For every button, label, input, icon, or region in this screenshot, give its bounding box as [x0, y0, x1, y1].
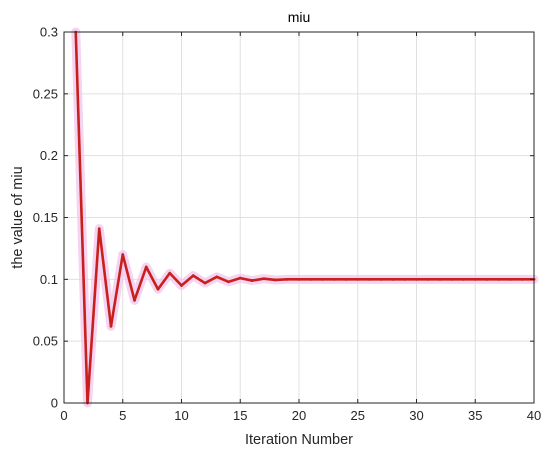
x-tick-label: 40 [527, 408, 541, 423]
series-segment [121, 253, 136, 302]
data-point [509, 278, 512, 281]
data-point [215, 275, 219, 279]
data-point [203, 281, 207, 285]
data-point [344, 278, 348, 281]
data-point [485, 278, 489, 281]
data-point [321, 278, 324, 281]
data-point [238, 276, 242, 280]
series-segment [86, 227, 101, 405]
data-point [450, 278, 454, 281]
x-tick-label: 0 [60, 408, 67, 423]
data-point [274, 278, 277, 282]
y-axis-label: the value of miu [10, 166, 26, 268]
data-point [285, 278, 289, 281]
series-segment [203, 275, 219, 285]
data-point [415, 278, 418, 281]
y-tick-label: 0.15 [33, 210, 58, 225]
series-segment [191, 274, 207, 285]
data-point [262, 277, 266, 281]
data-point [426, 278, 430, 281]
x-tick-label: 15 [233, 408, 247, 423]
y-tick-label: 0.3 [40, 25, 58, 40]
series-segment [274, 278, 289, 282]
data-point [250, 279, 254, 282]
data-point [227, 280, 230, 284]
series-segment [168, 271, 183, 287]
data-point [356, 278, 360, 281]
y-tick-label: 0.1 [40, 272, 58, 287]
x-axis-label: Iteration Number [245, 432, 353, 448]
y-tick-label: 0.25 [33, 86, 58, 101]
data-point [156, 287, 160, 291]
series-segment [227, 276, 242, 284]
data-point [109, 325, 113, 328]
data-point [379, 278, 383, 281]
series-segment [215, 275, 230, 284]
data-point [309, 278, 313, 281]
data-point [520, 278, 524, 281]
chart-title: miu [288, 9, 311, 25]
data-point [191, 274, 195, 277]
data-point [368, 278, 371, 281]
series-segment [180, 274, 195, 287]
series-segment [109, 253, 125, 328]
data-point [438, 278, 442, 281]
series-segment [156, 271, 172, 291]
series-segment [262, 277, 277, 282]
series-segment [250, 277, 266, 282]
series-segment [238, 276, 254, 282]
x-tick-label: 35 [468, 408, 482, 423]
series-segment [144, 265, 160, 291]
data-point [144, 265, 148, 269]
x-tick-label: 10 [174, 408, 188, 423]
y-tick-label: 0 [51, 396, 58, 411]
series-segment [133, 265, 148, 302]
x-tick-label: 25 [351, 408, 365, 423]
data-point [180, 284, 183, 287]
data-point [133, 299, 136, 302]
data-point [97, 227, 101, 230]
data-point [462, 278, 465, 281]
series-segment [97, 227, 113, 328]
y-tick-label: 0.2 [40, 148, 58, 163]
series-segment [74, 30, 89, 405]
data-point [297, 278, 301, 281]
y-tick-label: 0.05 [33, 334, 58, 349]
data-point [121, 253, 125, 256]
x-tick-label: 20 [292, 408, 306, 423]
x-tick-labels: 0 5 10 15 20 25 30 35 40 [60, 408, 541, 423]
y-tick-labels: 0 0.05 0.1 0.15 0.2 0.25 0.3 [33, 25, 58, 411]
data-point [497, 278, 501, 281]
data-point [168, 271, 172, 275]
data-point [391, 278, 395, 281]
data-point [332, 278, 336, 281]
x-tick-label: 30 [409, 408, 423, 423]
x-tick-label: 5 [119, 408, 126, 423]
series-group [74, 30, 536, 405]
data-point [473, 278, 477, 281]
tick-marks [63, 31, 535, 404]
data-point [403, 278, 407, 281]
